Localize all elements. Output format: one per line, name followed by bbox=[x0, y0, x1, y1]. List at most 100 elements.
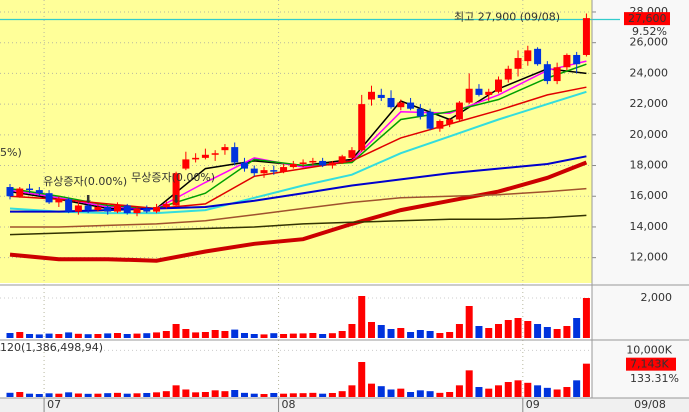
volume-bar bbox=[221, 391, 229, 397]
candle-body bbox=[397, 102, 405, 108]
volume-bar bbox=[485, 328, 493, 338]
candle-body bbox=[299, 162, 307, 164]
volume-bar bbox=[475, 326, 483, 338]
volume-bar bbox=[514, 380, 522, 397]
volume-bar bbox=[582, 298, 590, 338]
volume-bar bbox=[309, 333, 317, 338]
volume-bar bbox=[94, 334, 102, 338]
volume-bar bbox=[524, 321, 532, 338]
volume-bar bbox=[182, 329, 190, 338]
candle-body bbox=[475, 88, 483, 95]
candle-body bbox=[113, 205, 121, 212]
moving-average bbox=[10, 187, 587, 228]
candle-body bbox=[495, 79, 502, 92]
volume-bar bbox=[280, 334, 288, 338]
candle-body bbox=[553, 67, 561, 82]
volume-bar bbox=[387, 389, 395, 397]
volume-bar bbox=[211, 390, 219, 397]
volume-bar bbox=[514, 318, 522, 338]
candle-body bbox=[426, 111, 434, 129]
last-value-label: 7,143K bbox=[630, 358, 669, 371]
volume-bar bbox=[270, 392, 278, 397]
volume-bar bbox=[123, 393, 131, 397]
volume-bar bbox=[74, 393, 82, 397]
candle-body bbox=[192, 157, 200, 160]
candle-body bbox=[45, 193, 53, 203]
candle-body bbox=[436, 121, 444, 129]
volume-bar bbox=[104, 393, 112, 397]
candle-body bbox=[26, 188, 34, 191]
candle-body bbox=[407, 102, 415, 109]
volume-bar bbox=[250, 334, 258, 338]
volume-bar bbox=[153, 332, 161, 338]
candle-body bbox=[534, 48, 542, 65]
candle-body bbox=[504, 68, 512, 80]
volume-bar bbox=[240, 333, 248, 338]
candle-body bbox=[270, 170, 278, 172]
volume-bar bbox=[563, 326, 571, 338]
volume-bar bbox=[348, 324, 356, 338]
candle-body bbox=[582, 18, 590, 55]
moving-average bbox=[9, 86, 587, 210]
last-price-label: 27,600 bbox=[628, 12, 667, 25]
candle-body bbox=[387, 97, 395, 108]
candle-body bbox=[319, 160, 327, 166]
volume-bar bbox=[455, 385, 463, 397]
candle-body bbox=[328, 162, 336, 166]
volume-bar bbox=[299, 393, 307, 397]
candle-body bbox=[348, 150, 356, 158]
volume-bar bbox=[436, 392, 444, 397]
volume-bar bbox=[201, 332, 209, 338]
volume-bar bbox=[377, 386, 385, 397]
volume-bar bbox=[133, 393, 141, 397]
y-tick-label: 2,000 bbox=[641, 291, 673, 304]
volume-bar bbox=[407, 332, 415, 338]
volume-bar bbox=[104, 333, 112, 338]
candle-body bbox=[514, 58, 522, 69]
volume-bar bbox=[84, 393, 92, 397]
high-label: 최고 27,900 (09/08) bbox=[454, 11, 560, 24]
candle-body bbox=[485, 91, 493, 95]
candle-body bbox=[65, 199, 73, 212]
y-tick-label: 12,000 bbox=[630, 251, 669, 264]
volume-bar bbox=[367, 322, 375, 338]
volume-bar bbox=[16, 392, 24, 397]
last-date: 09/08 bbox=[634, 398, 666, 411]
volume-bar bbox=[162, 331, 170, 338]
event-arrow: ⬇ bbox=[171, 193, 180, 206]
volume-bar bbox=[328, 392, 336, 397]
candle-body bbox=[240, 162, 248, 169]
volume-bar bbox=[367, 383, 375, 397]
candle-body bbox=[182, 159, 190, 169]
candle-body bbox=[563, 54, 571, 68]
event-label: 무상증자(0.00%) bbox=[131, 171, 215, 184]
volume-bar bbox=[465, 370, 473, 397]
volume-bar bbox=[328, 333, 336, 338]
plot-background bbox=[0, 0, 592, 283]
volume-bar bbox=[113, 333, 121, 338]
y-tick-label: 10,000K bbox=[626, 343, 672, 356]
volume-bar bbox=[397, 388, 405, 397]
x-tick-label: 07 bbox=[47, 398, 61, 411]
volume-bar bbox=[65, 332, 73, 338]
volume-bar bbox=[319, 393, 327, 397]
x-tick-label: 08 bbox=[282, 398, 296, 411]
candle-body bbox=[123, 205, 131, 214]
y-tick-label: 26,000 bbox=[630, 36, 669, 49]
candle-body bbox=[260, 170, 268, 174]
candle-body bbox=[6, 187, 14, 197]
volume-bar bbox=[446, 392, 454, 397]
volume-bar bbox=[270, 333, 278, 338]
candle-body bbox=[377, 94, 385, 98]
volume-bar bbox=[299, 333, 307, 338]
candle-body bbox=[309, 160, 317, 163]
volume-bar bbox=[495, 385, 502, 397]
volume-bar bbox=[133, 333, 141, 338]
volume-bar bbox=[504, 382, 512, 397]
volume-bar bbox=[563, 387, 571, 397]
candle-body bbox=[162, 203, 170, 207]
volume-bar bbox=[113, 392, 121, 397]
candle-body bbox=[455, 102, 463, 120]
y-tick-label: 14,000 bbox=[630, 220, 669, 233]
